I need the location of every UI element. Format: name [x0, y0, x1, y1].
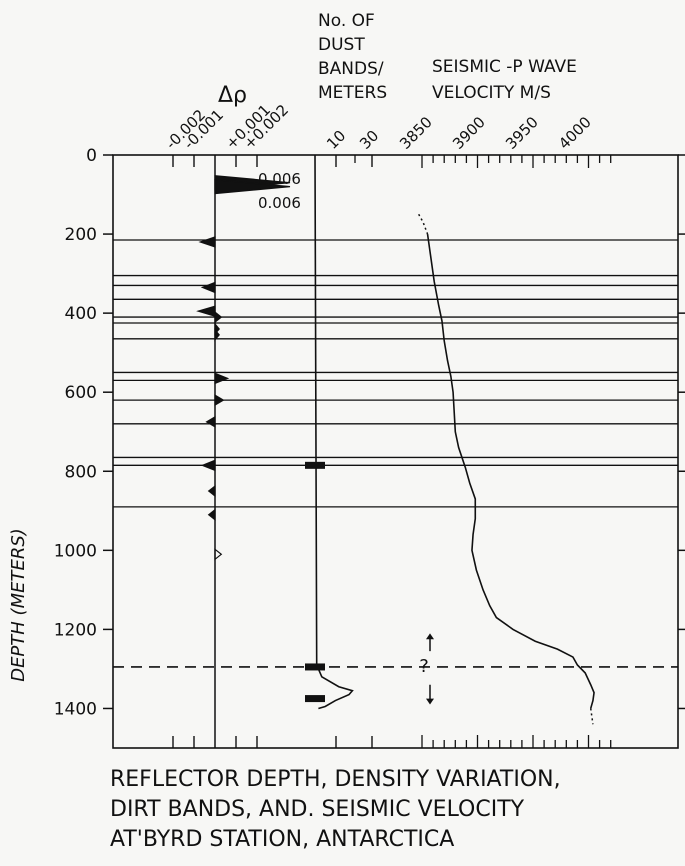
dust-band-mark: [305, 461, 325, 469]
depth-tick-label: 1400: [54, 699, 97, 719]
seismic-label-line-1: SEISMIC -P WAVE: [432, 57, 577, 77]
seismic-tick-label: 4000: [555, 113, 595, 153]
density-spike: [200, 459, 216, 472]
depth-axis: 0 200 400 600 800 1000 1200 1400: [54, 146, 685, 719]
dust-tick-label: 10: [323, 127, 349, 153]
depth-tick-label: 800: [65, 462, 97, 482]
dust-tick-label: 30: [356, 127, 382, 153]
dust-panel: [305, 154, 373, 748]
density-spike: [214, 178, 291, 195]
density-spike: [214, 548, 223, 561]
dust-band-mark: [305, 695, 325, 703]
depth-tick-label: 1200: [54, 620, 97, 640]
depth-tick-label: 400: [65, 304, 97, 324]
caption-line-2: DIRT BANDS, AND. SEISMIC VELOCITY: [110, 797, 525, 822]
density-annotation: 0.006: [258, 170, 301, 188]
density-spike: [207, 508, 216, 521]
arrow-down-head: [426, 698, 434, 705]
caption-line-3: AT'BYRD STATION, ANTARCTICA: [110, 827, 454, 852]
velocity-line: [426, 233, 595, 709]
velocity-line-dotted-bottom: [589, 708, 594, 725]
dust-band-mark: [305, 663, 325, 671]
velocity-line-dotted-top: [418, 213, 429, 235]
depth-tick-label: 1000: [54, 541, 97, 561]
dust-label-line-1: No. OF: [318, 11, 375, 31]
question-mark: ?: [419, 656, 429, 677]
density-label: Δρ: [218, 83, 247, 108]
density-spike: [200, 281, 216, 294]
dust-label-line-2: DUST: [318, 35, 365, 55]
seismic-label-line-2: VELOCITY M/S: [432, 83, 551, 103]
depth-tick-label: 200: [65, 225, 97, 245]
seismic-tick-label: 3900: [449, 113, 489, 153]
dust-label-line-3: BANDS/: [318, 59, 384, 79]
depth-tick-label: 0: [86, 146, 97, 166]
arrow-up-head: [426, 633, 434, 640]
density-spike: [214, 328, 220, 342]
density-spike: [205, 415, 216, 428]
plot-border: [112, 154, 679, 749]
depth-axis-label: DEPTH (METERS): [8, 528, 29, 682]
density-spike: [214, 310, 223, 324]
density-annotation: 0.006: [258, 194, 301, 212]
depth-tick-label: 600: [65, 383, 97, 403]
density-spike: [214, 372, 230, 385]
seismic-tick-label: 3950: [502, 113, 542, 153]
reflector-lines: [113, 239, 678, 668]
density-panel: [172, 155, 291, 748]
density-spike: [207, 484, 216, 498]
density-spike: [196, 305, 216, 317]
seismic-panel: [418, 155, 612, 748]
density-spike: [214, 394, 225, 407]
dust-profile-line: [314, 154, 354, 710]
density-spike: [198, 236, 216, 248]
plot-frame: [112, 154, 679, 749]
dust-label-line-4: METERS: [318, 83, 387, 103]
seismic-tick-label: 3850: [396, 113, 436, 153]
caption-line-1: REFLECTOR DEPTH, DENSITY VARIATION,: [110, 767, 561, 792]
